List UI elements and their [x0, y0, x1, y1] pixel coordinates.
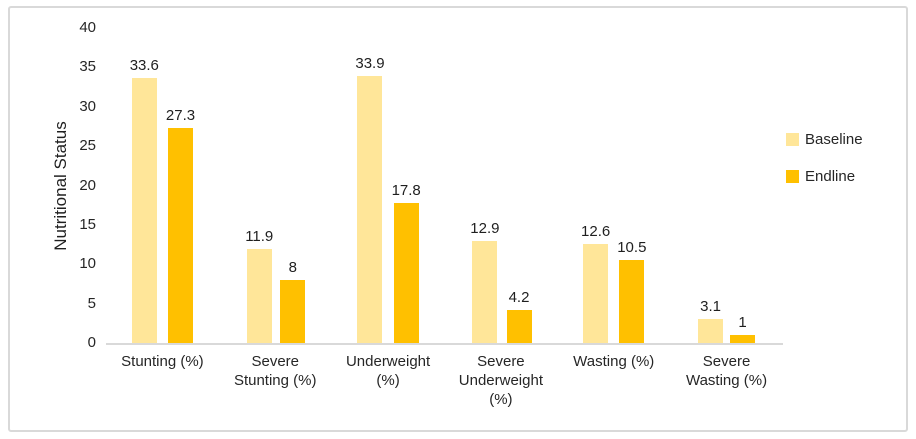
data-label: 10.5	[617, 239, 647, 257]
data-label: 12.6	[581, 222, 611, 240]
legend-label: Endline	[805, 168, 856, 185]
y-tick-label: 20	[79, 176, 96, 194]
bar-baseline	[246, 249, 272, 343]
bar-with-label: 12.6	[581, 28, 610, 343]
data-label: 17.8	[391, 181, 421, 199]
y-tick-label: 15	[79, 215, 96, 233]
bar-group: 11.9 8	[219, 28, 332, 343]
bar-baseline	[583, 243, 609, 343]
legend: Baseline Endline	[786, 131, 863, 185]
bar-endline	[619, 260, 645, 343]
x-category-label: Severe Wasting (%)	[685, 353, 768, 389]
bar-with-label: 33.6	[130, 28, 159, 343]
y-tick-label: 5	[87, 294, 96, 312]
bar-endline	[280, 280, 306, 343]
data-label: 8	[288, 259, 297, 276]
bar-group: 12.9 4.2	[444, 28, 557, 343]
chart-frame	[8, 6, 908, 432]
bar-with-label: 4.2	[506, 28, 532, 343]
bar-baseline	[357, 76, 383, 343]
x-category-label: Stunting (%)	[121, 353, 204, 370]
x-category-label: Underweight (%)	[345, 353, 431, 389]
legend-item-endline: Endline	[786, 168, 863, 185]
bar-with-label: 1	[730, 28, 756, 343]
y-tick-label: 0	[87, 334, 96, 351]
data-label: 11.9	[245, 228, 274, 246]
bar-endline	[168, 128, 193, 343]
bar-group: 3.1 1	[670, 28, 783, 343]
bar-with-label: 12.9	[470, 28, 500, 343]
data-label: 3.1	[700, 297, 721, 315]
data-label: 33.6	[129, 57, 159, 75]
x-category-label: Severe Stunting (%)	[233, 353, 317, 389]
x-category-label: Wasting (%)	[573, 353, 655, 370]
y-tick-label: 25	[79, 137, 96, 155]
x-category-label: Severe Underweight (%)	[458, 353, 543, 408]
data-label: 27.3	[165, 107, 196, 124]
bar-with-label: 3.1	[698, 28, 724, 343]
legend-swatch-icon	[786, 133, 799, 146]
data-label: 33.9	[355, 55, 385, 72]
bar-with-label: 11.9	[245, 28, 273, 343]
bar-with-label: 27.3	[166, 28, 195, 343]
data-label: 4.2	[508, 288, 530, 306]
y-tick-label: 35	[79, 58, 96, 76]
legend-swatch-icon	[786, 170, 799, 183]
legend-item-baseline: Baseline	[786, 131, 863, 148]
x-axis: Stunting (%) Severe Stunting (%) Underweig…	[106, 352, 783, 409]
bar-group: 33.6 27.3	[106, 28, 219, 343]
bar-group: 12.6 10.5	[557, 28, 670, 343]
bar-endline	[506, 309, 532, 343]
bar-endline	[730, 335, 756, 343]
bar-with-label: 33.9	[355, 28, 385, 343]
bar-baseline	[698, 318, 724, 343]
plot-area: 33.6 27.3 11.9 8 33.9 17.8 12.9 4.2 12.6 10.5 3.1 1	[106, 28, 783, 345]
data-label: 12.9	[470, 220, 500, 238]
bar-baseline	[131, 78, 157, 343]
y-tick-label: 30	[79, 97, 96, 115]
bar-baseline	[472, 241, 498, 343]
bar-with-label: 8	[280, 28, 306, 343]
bar-group: 33.9 17.8	[332, 28, 445, 343]
bar-endline	[393, 202, 419, 343]
y-tick-label: 40	[79, 19, 96, 36]
legend-label: Baseline	[805, 131, 863, 148]
y-tick-label: 10	[79, 255, 96, 273]
bar-with-label: 10.5	[617, 28, 646, 343]
data-label: 1	[738, 314, 747, 332]
bar-with-label: 17.8	[392, 28, 421, 343]
